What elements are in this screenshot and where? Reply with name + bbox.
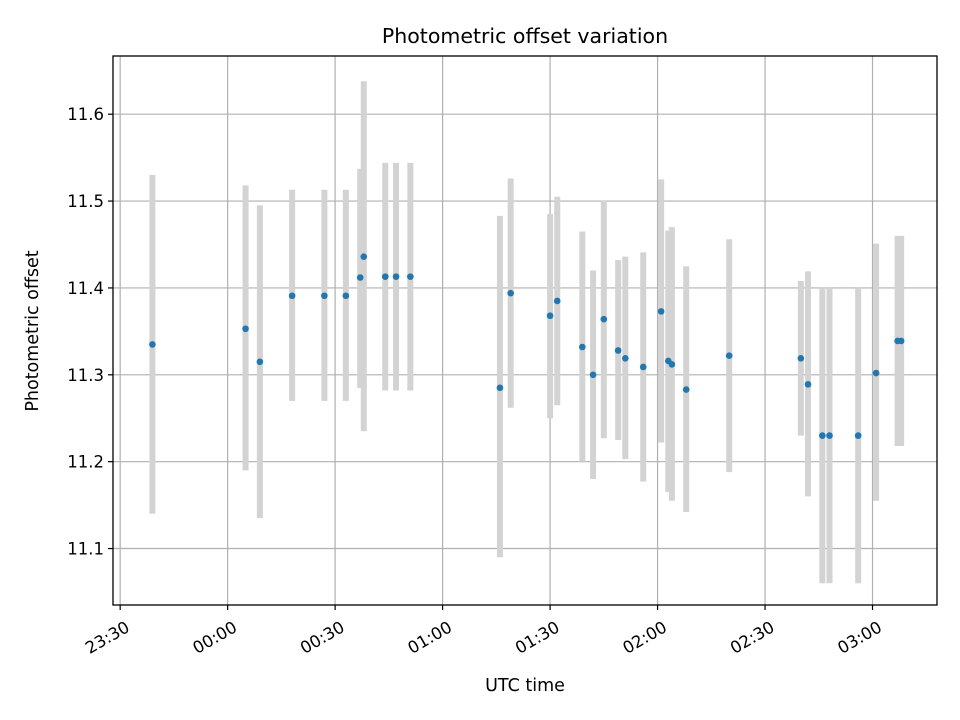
data-point <box>321 292 328 300</box>
y-tick-label: 11.2 <box>67 453 104 472</box>
x-tick-label: 01:00 <box>405 617 456 657</box>
data-point <box>826 432 833 439</box>
y-tick-label: 11.3 <box>67 366 104 385</box>
data-point <box>546 312 554 320</box>
x-tick-label: 02:30 <box>727 617 778 657</box>
data-point <box>622 354 629 362</box>
data-point <box>682 386 690 393</box>
data-point <box>614 347 622 354</box>
data-point <box>725 352 733 359</box>
data-point <box>897 337 905 345</box>
x-tick-label: 02:00 <box>619 617 670 657</box>
data-point <box>553 297 561 305</box>
data-point <box>657 308 665 315</box>
y-tick-label: 11.1 <box>67 540 104 559</box>
data-point <box>854 432 862 439</box>
data-point <box>668 361 676 368</box>
x-axis-label: UTC time <box>485 676 565 696</box>
chart-title: Photometric offset variation <box>382 24 668 48</box>
data-points <box>149 253 905 439</box>
data-point <box>256 358 264 366</box>
data-point <box>507 289 514 297</box>
data-point <box>872 369 880 377</box>
x-tick-label: 01:30 <box>512 617 563 657</box>
data-point <box>242 325 249 333</box>
data-point <box>356 274 364 281</box>
x-tick-label: 00:00 <box>190 617 241 657</box>
y-tick-label: 11.4 <box>67 279 104 298</box>
data-point <box>496 384 504 392</box>
data-point <box>639 363 647 371</box>
plot-frame <box>112 55 938 606</box>
error-bars <box>149 81 905 584</box>
data-point <box>600 315 608 323</box>
data-point <box>381 273 389 280</box>
data-point <box>797 354 805 362</box>
y-axis-ticks: 11.1 11.2 11.3 11.4 11.5 11.6 <box>67 105 113 559</box>
x-tick-label: 03:00 <box>834 617 885 657</box>
y-tick-label: 11.6 <box>67 105 104 124</box>
x-axis-ticks: 23:30 00:00 00:30 01:00 01:30 02:00 02:30 03:00 <box>82 605 885 658</box>
data-point <box>288 292 296 300</box>
x-tick-label: 00:30 <box>297 617 348 657</box>
grid-lines <box>113 56 937 605</box>
data-point <box>407 273 414 280</box>
y-tick-label: 11.5 <box>67 192 104 211</box>
data-point <box>589 371 597 379</box>
data-point <box>804 381 812 388</box>
data-point <box>342 292 350 300</box>
data-point <box>579 343 586 351</box>
y-axis-label: Photometric offset <box>23 250 43 411</box>
data-point <box>392 273 400 280</box>
data-point <box>149 341 156 348</box>
x-tick-label: 23:30 <box>82 617 133 657</box>
data-point <box>819 432 826 439</box>
data-point <box>360 253 368 260</box>
